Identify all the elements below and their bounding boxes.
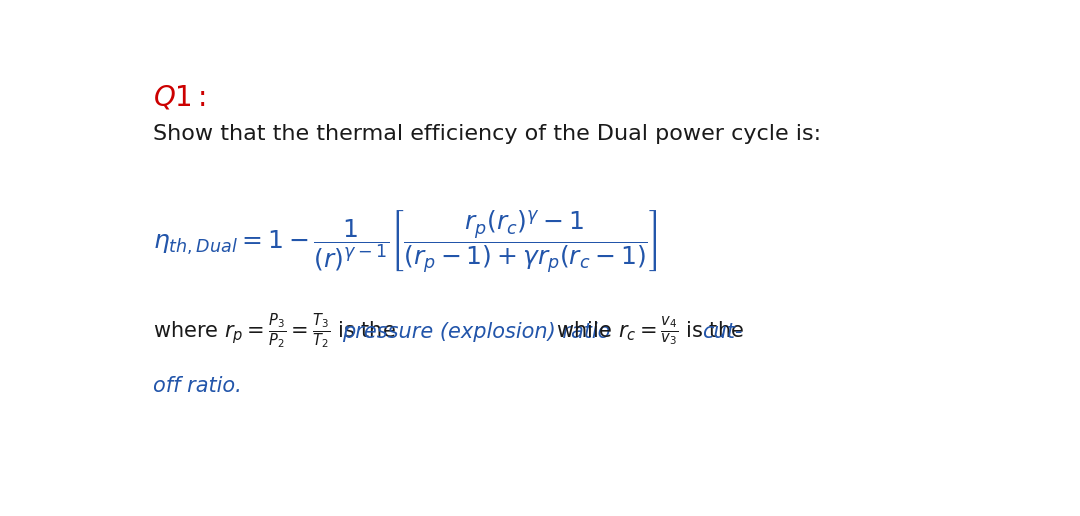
Text: cut-: cut- (702, 322, 742, 342)
Text: while $r_c = \frac{v_4}{v_3}$ is the: while $r_c = \frac{v_4}{v_3}$ is the (551, 315, 745, 348)
Text: pressure (explosion) ratio: pressure (explosion) ratio (342, 322, 611, 342)
Text: where $r_p = \frac{P_3}{P_2} = \frac{T_3}{T_2}$ is the: where $r_p = \frac{P_3}{P_2} = \frac{T_3… (153, 312, 397, 351)
Text: $\bf{\mathit{Q1:}}$: $\bf{\mathit{Q1:}}$ (153, 84, 206, 112)
Text: $\eta_{th,Dual} = 1 - \dfrac{1}{(r)^{\gamma-1}}\left[\dfrac{r_p(r_c)^{\gamma} - : $\eta_{th,Dual} = 1 - \dfrac{1}{(r)^{\ga… (153, 209, 659, 276)
Text: off ratio.: off ratio. (153, 376, 242, 396)
Text: Show that the thermal efficiency of the Dual power cycle is:: Show that the thermal efficiency of the … (153, 123, 822, 143)
